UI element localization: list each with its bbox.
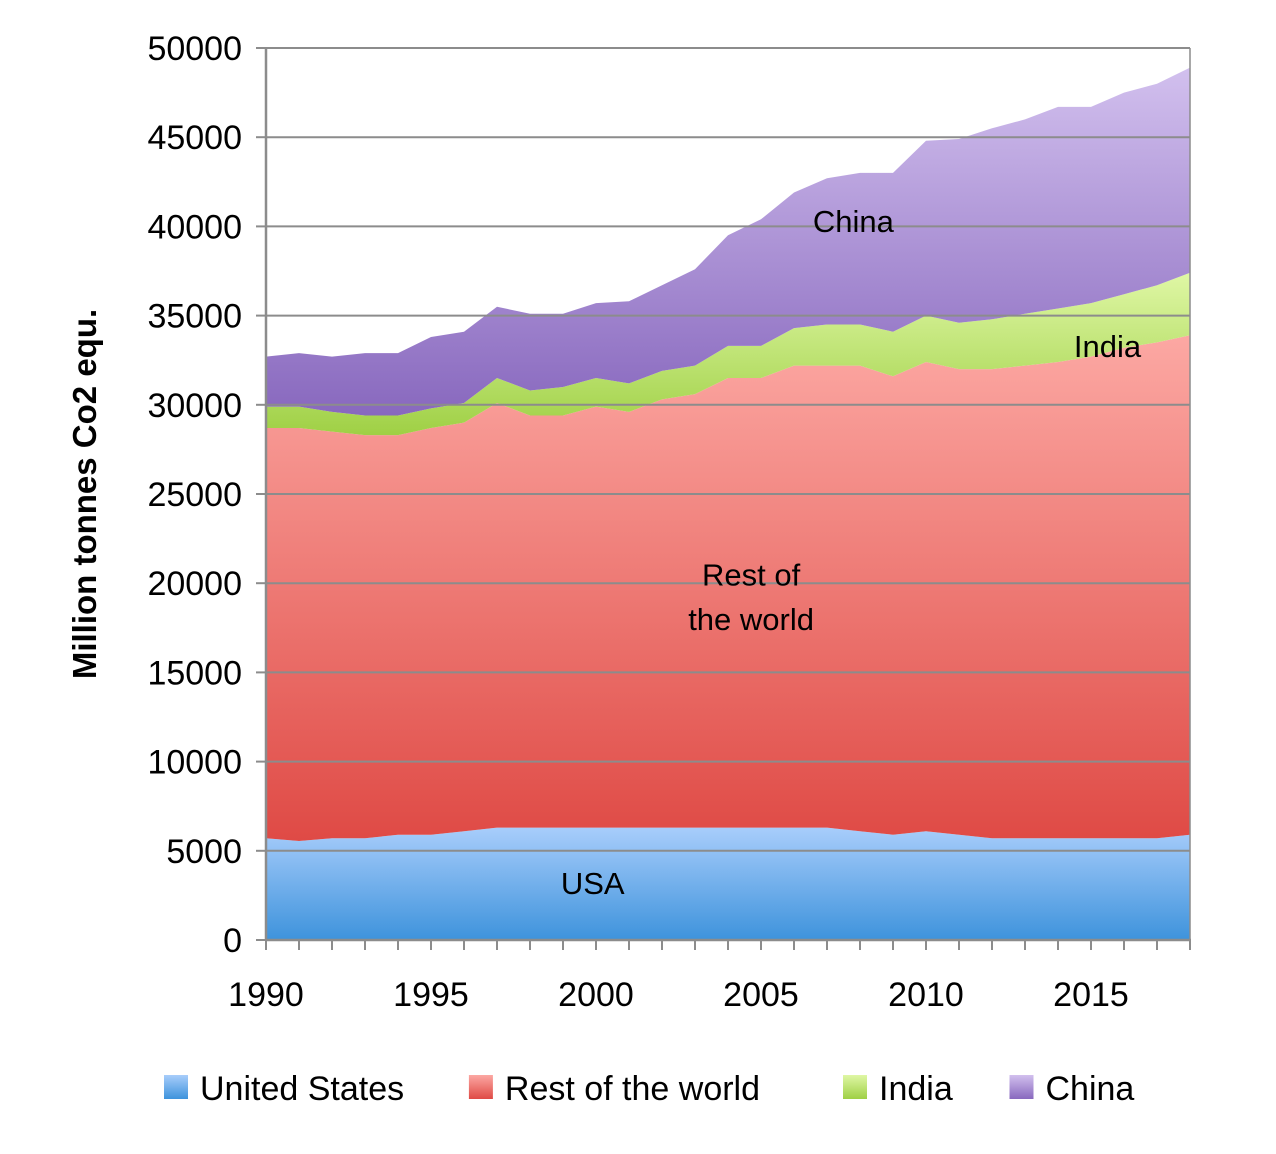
area-india bbox=[266, 272, 1190, 436]
x-tick-label-2005: 2005 bbox=[723, 976, 799, 1014]
annotation-china: China bbox=[813, 204, 895, 239]
legend-item-united-states: United States bbox=[164, 1070, 404, 1108]
legend-label-rest-of-the-world: Rest of the world bbox=[505, 1070, 760, 1108]
legend-swatch-india bbox=[843, 1075, 867, 1099]
y-tick-label-5000: 5000 bbox=[166, 833, 242, 871]
y-tick-label-35000: 35000 bbox=[147, 298, 242, 336]
x-tick-label-2010: 2010 bbox=[888, 976, 964, 1014]
tick-labels: 0 5000 10000 15000 20000 25000 30000 35000 40000… bbox=[147, 30, 1191, 1014]
legend-item-india: India bbox=[843, 1070, 953, 1108]
y-tick-label-50000: 50000 bbox=[147, 30, 242, 68]
y-tick-label-20000: 20000 bbox=[147, 565, 242, 603]
y-tick-label-0: 0 bbox=[223, 922, 242, 960]
x-tick-label-1990: 1990 bbox=[228, 976, 304, 1014]
y-axis-title: Million tonnes Co2 equ. bbox=[66, 309, 103, 679]
y-tick-label-45000: 45000 bbox=[147, 119, 242, 157]
x-tick-label-1995: 1995 bbox=[393, 976, 469, 1014]
annotation-rest-of: Rest of bbox=[702, 557, 801, 592]
legend-item-rest-of-the-world: Rest of the world bbox=[468, 1070, 760, 1108]
area-rest-of-the-world bbox=[266, 335, 1190, 841]
legend-swatch-rest-of-the-world bbox=[468, 1075, 493, 1099]
gridlines bbox=[266, 47, 1190, 852]
area-layers bbox=[266, 67, 1190, 940]
area-united-states bbox=[266, 827, 1190, 940]
legend-swatch-united-states bbox=[164, 1075, 188, 1099]
annotation-india: India bbox=[1074, 329, 1142, 364]
annotation-the-world: the world bbox=[688, 602, 814, 637]
legend: United States Rest of the world India China bbox=[164, 1070, 1134, 1108]
area-china bbox=[266, 67, 1190, 416]
y-tick-label-30000: 30000 bbox=[147, 387, 242, 425]
legend-label-united-states: United States bbox=[200, 1070, 404, 1108]
x-tick-label-2000: 2000 bbox=[558, 976, 634, 1014]
y-tick-label-40000: 40000 bbox=[147, 208, 242, 246]
x-tick-label-2015: 2015 bbox=[1053, 976, 1129, 1014]
legend-item-china: China bbox=[1009, 1070, 1135, 1108]
annotation-usa: USA bbox=[561, 866, 625, 901]
legend-label-china: China bbox=[1046, 1070, 1135, 1108]
legend-swatch-china bbox=[1009, 1075, 1034, 1099]
legend-label-india: India bbox=[879, 1070, 953, 1108]
y-tick-label-10000: 10000 bbox=[147, 744, 242, 782]
y-tick-label-25000: 25000 bbox=[147, 476, 242, 514]
series-annotations: China India Rest of the world USA bbox=[561, 204, 1142, 901]
y-tick-label-15000: 15000 bbox=[147, 654, 242, 692]
